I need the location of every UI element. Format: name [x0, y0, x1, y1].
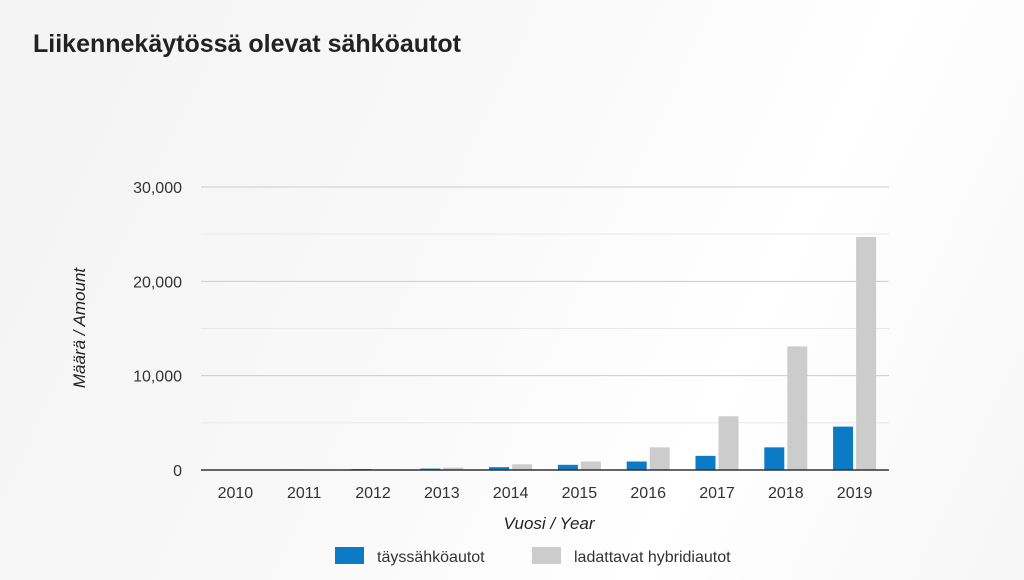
x-tick-label: 2018 [768, 485, 804, 502]
chart-title: Liikennekäytössä olevat sähköautot [33, 30, 461, 58]
bar-tayssahkoautot-2017[interactable] [695, 455, 716, 470]
x-tick-label: 2017 [699, 485, 735, 502]
bar-tayssahkoautot-2015[interactable] [557, 464, 578, 470]
bar-tayssahkoautot-2014[interactable] [489, 467, 510, 470]
x-tick-label: 2010 [218, 485, 254, 502]
legend-swatch-1 [532, 547, 561, 564]
x-tick-label: 2012 [355, 485, 391, 502]
legend-label-0: täyssähköautot [377, 549, 485, 566]
legend: täyssähköautot ladattavat hybridiautot [335, 547, 731, 566]
bar-ladattavat-hybridiautot-2014[interactable] [512, 464, 533, 470]
y-tick-label: 0 [173, 463, 182, 480]
bar-ladattavat-hybridiautot-2019[interactable] [856, 236, 877, 470]
bar-tayssahkoautot-2019[interactable] [833, 426, 854, 470]
x-tick-labels: 2010 2011 2012 2013 2014 2015 2016 2017 2018 2019 [218, 485, 873, 502]
bar-ladattavat-hybridiautot-2013[interactable] [443, 467, 464, 470]
bars [213, 236, 877, 470]
bar-ladattavat-hybridiautot-2015[interactable] [580, 461, 601, 470]
y-tick-label: 30,000 [133, 180, 182, 197]
y-tick-label: 10,000 [133, 369, 182, 386]
y-tick-label: 20,000 [133, 274, 182, 291]
y-axis-title: Määrä / Amount [70, 267, 89, 389]
bar-tayssahkoautot-2016[interactable] [626, 461, 647, 470]
bar-ladattavat-hybridiautot-2017[interactable] [718, 416, 739, 470]
legend-item-0[interactable]: täyssähköautot [335, 547, 485, 566]
x-tick-label: 2015 [562, 485, 598, 502]
bar-tayssahkoautot-2018[interactable] [764, 447, 785, 470]
legend-swatch-0 [335, 547, 364, 564]
x-axis-title: Vuosi / Year [503, 514, 595, 533]
x-tick-label: 2019 [837, 485, 873, 502]
grid-layer [201, 186, 889, 424]
x-tick-label: 2011 [287, 485, 322, 502]
bar-ladattavat-hybridiautot-2016[interactable] [649, 447, 670, 470]
legend-label-1: ladattavat hybridiautot [574, 549, 731, 566]
y-tick-labels: 0 10,000 20,000 30,000 [133, 180, 182, 480]
x-tick-label: 2014 [493, 485, 529, 502]
legend-item-1[interactable]: ladattavat hybridiautot [532, 547, 731, 566]
x-tick-label: 2016 [630, 485, 666, 502]
bar-ladattavat-hybridiautot-2018[interactable] [787, 346, 808, 470]
x-tick-label: 2013 [424, 485, 460, 502]
